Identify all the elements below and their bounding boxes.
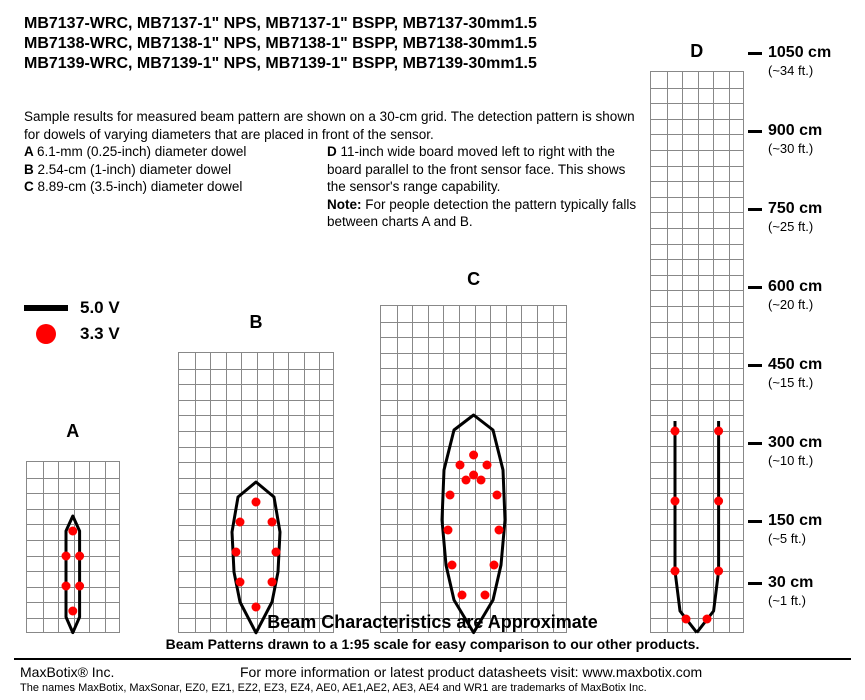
- scale-label: 1050 cm(~34 ft.): [768, 44, 831, 80]
- scale-label: 750 cm(~25 ft.): [768, 200, 822, 236]
- footer-divider: [14, 658, 851, 660]
- beam-pattern-D: [650, 71, 744, 633]
- scale-label: 150 cm(~5 ft.): [768, 512, 822, 548]
- scale-tick: [748, 208, 762, 211]
- chart-label-B: B: [241, 312, 271, 333]
- chart-label-A: A: [58, 421, 88, 442]
- trademark-notice: The names MaxBotix, MaxSonar, EZ0, EZ1, …: [20, 682, 647, 694]
- info-url: For more information or latest product d…: [240, 664, 702, 680]
- scale-label: 450 cm(~15 ft.): [768, 356, 822, 392]
- scale-tick: [748, 286, 762, 289]
- charts-container: A B C D: [0, 30, 865, 620]
- beam-pattern-C: [380, 305, 567, 633]
- beam-pattern-A: [26, 461, 120, 633]
- scale-tick: [748, 582, 762, 585]
- beam-pattern-B: [178, 352, 334, 633]
- scale-label: 30 cm(~1 ft.): [768, 574, 813, 610]
- scale-label: 300 cm(~10 ft.): [768, 434, 822, 470]
- scale-tick: [748, 52, 762, 55]
- scale-label: 900 cm(~30 ft.): [768, 122, 822, 158]
- chart-label-C: C: [459, 269, 489, 290]
- scale-tick: [748, 364, 762, 367]
- scale-tick: [748, 520, 762, 523]
- scale-label: 600 cm(~20 ft.): [768, 278, 822, 314]
- scale-tick: [748, 130, 762, 133]
- footer-scale-note: Beam Patterns drawn to a 1:95 scale for …: [0, 636, 865, 652]
- chart-C: C: [380, 305, 567, 633]
- chart-B: B: [178, 352, 334, 633]
- chart-D: D: [650, 71, 744, 633]
- company-name: MaxBotix® Inc.: [20, 664, 114, 680]
- chart-label-D: D: [682, 41, 712, 62]
- scale-tick: [748, 442, 762, 445]
- chart-A: A: [26, 461, 120, 633]
- footer-approx: Beam Characteristics are Approximate: [0, 612, 865, 633]
